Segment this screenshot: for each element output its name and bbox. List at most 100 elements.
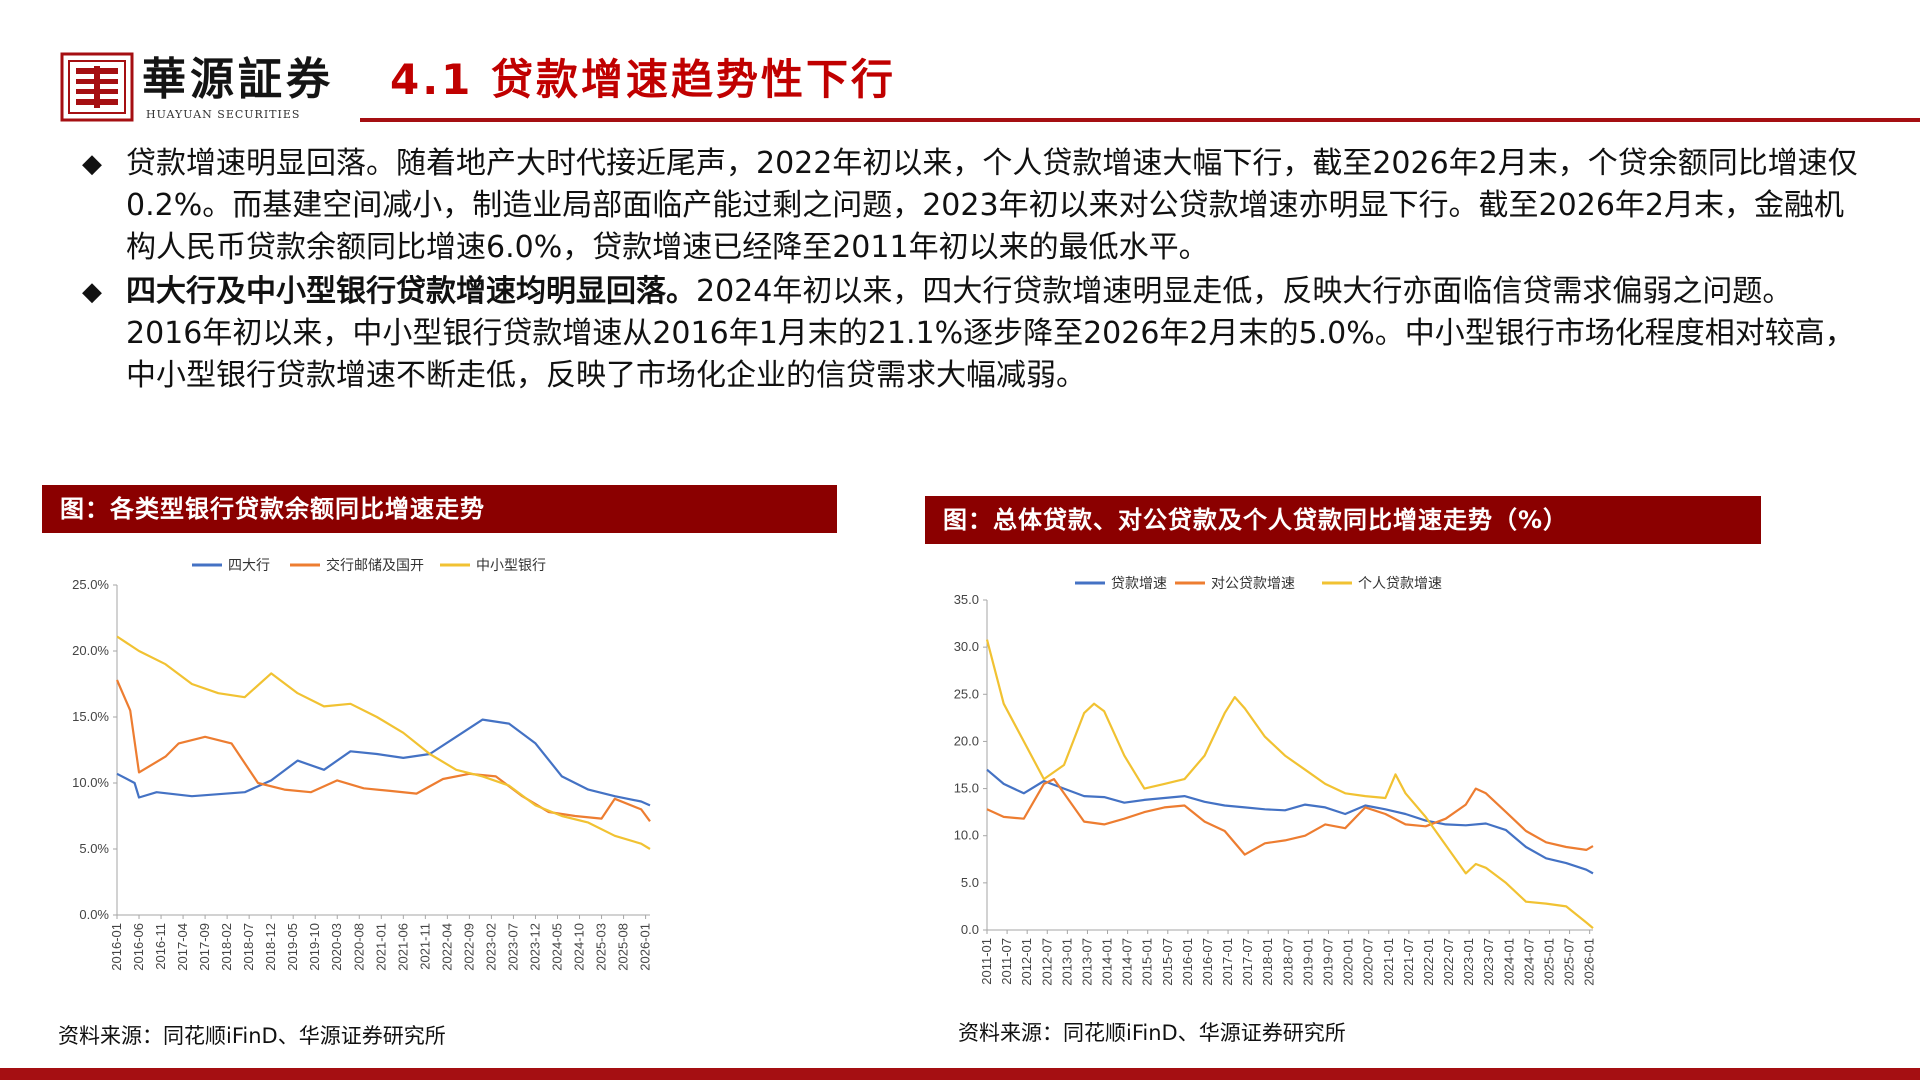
x-tick-label: 2022-07 xyxy=(1441,938,1456,986)
x-tick-label: 2020-01 xyxy=(1341,938,1356,986)
x-tick-label: 2022-04 xyxy=(439,923,454,971)
diamond-bullet-icon: ◆ xyxy=(82,277,102,307)
y-tick-label: 25.0% xyxy=(72,577,109,592)
x-tick-label: 2013-01 xyxy=(1059,938,1074,986)
y-tick-label: 10.0 xyxy=(954,828,979,843)
x-tick-label: 2018-02 xyxy=(219,923,234,971)
bullet-item-2: ◆ 四大行及中小型银行贷款增速均明显回落。2024年初以来，四大行贷款增速明显走… xyxy=(80,271,1860,397)
company-logo: 華源証券 HUAYUAN SECURITIES xyxy=(60,50,370,125)
series-line-3 xyxy=(116,635,651,850)
legend-label-3: 个人贷款增速 xyxy=(1358,576,1442,592)
bullet-1-text: 贷款增速明显回落。随着地产大时代接近尾声，2022年初以来，个人贷款增速大幅下行… xyxy=(126,146,1858,265)
x-tick-label: 2016-06 xyxy=(131,923,146,971)
y-tick-label: 25.0 xyxy=(954,686,979,701)
chart-2-source: 资料来源：同花顺iFinD、华源证券研究所 xyxy=(958,1021,1346,1045)
y-tick-label: 10.0% xyxy=(72,775,109,790)
y-tick-label: 30.0 xyxy=(954,639,979,654)
x-tick-label: 2021-06 xyxy=(395,923,410,971)
x-tick-label: 2022-01 xyxy=(1421,938,1436,986)
x-tick-label: 2012-07 xyxy=(1039,938,1054,986)
x-tick-label: 2023-01 xyxy=(1461,938,1476,986)
title-divider xyxy=(360,118,1920,122)
x-tick-label: 2023-12 xyxy=(527,923,542,971)
x-tick-label: 2011-07 xyxy=(999,938,1014,985)
x-tick-label: 2024-07 xyxy=(1521,938,1536,986)
y-tick-label: 35.0 xyxy=(954,592,979,607)
x-tick-label: 2012-01 xyxy=(1019,938,1034,986)
logo-emblem-icon xyxy=(60,52,134,122)
x-tick-label: 2022-09 xyxy=(461,923,476,971)
x-tick-label: 2018-07 xyxy=(241,923,256,971)
x-tick-label: 2023-07 xyxy=(1481,938,1496,986)
x-tick-label: 2015-01 xyxy=(1140,938,1155,986)
footer-divider xyxy=(0,1068,1920,1080)
x-tick-label: 2024-01 xyxy=(1501,938,1516,986)
bullet-2-bold: 四大行及中小型银行贷款增速均明显回落。 xyxy=(126,274,696,309)
x-tick-label: 2018-01 xyxy=(1260,938,1275,986)
x-tick-label: 2017-07 xyxy=(1240,938,1255,986)
y-tick-label: 5.0 xyxy=(961,875,979,890)
x-tick-label: 2023-07 xyxy=(505,923,520,971)
x-tick-label: 2019-05 xyxy=(285,923,300,971)
series-line-3 xyxy=(985,639,1594,929)
y-tick-label: 0.0 xyxy=(961,922,979,937)
x-tick-label: 2017-09 xyxy=(197,923,212,971)
bullet-item-1: ◆ 贷款增速明显回落。随着地产大时代接近尾声，2022年初以来，个人贷款增速大幅… xyxy=(80,143,1860,269)
y-tick-label: 20.0% xyxy=(72,643,109,658)
x-tick-label: 2020-07 xyxy=(1361,938,1376,986)
diamond-bullet-icon: ◆ xyxy=(82,149,102,179)
x-tick-label: 2021-11 xyxy=(417,923,432,970)
series-line-2 xyxy=(986,778,1594,856)
x-tick-label: 2020-08 xyxy=(351,923,366,971)
x-tick-label: 2025-03 xyxy=(594,923,609,971)
logo-chinese-name: 華源証券 xyxy=(142,54,334,105)
x-tick-label: 2015-07 xyxy=(1160,938,1175,986)
slide-title: 4.1 贷款增速趋势性下行 xyxy=(390,55,897,104)
legend-label-2: 对公贷款增速 xyxy=(1211,576,1295,592)
logo-english-name: HUAYUAN SECURITIES xyxy=(146,108,301,121)
x-tick-label: 2017-04 xyxy=(175,923,190,971)
y-tick-label: 15.0 xyxy=(954,781,979,796)
x-tick-label: 2011-01 xyxy=(979,938,994,985)
x-tick-label: 2018-12 xyxy=(263,923,278,971)
y-tick-label: 15.0% xyxy=(72,709,109,724)
x-tick-label: 2013-07 xyxy=(1079,938,1094,986)
x-tick-label: 2016-11 xyxy=(153,923,168,970)
series-line-1 xyxy=(116,718,651,807)
y-tick-label: 5.0% xyxy=(79,841,109,856)
bank-type-loan-growth-chart: 0.0% 5.0% 10.0% 15.0% 20.0% 25.0% 2016-01 2016-… xyxy=(72,557,653,971)
x-tick-label: 2024-05 xyxy=(549,923,564,971)
legend-label-3: 中小型银行 xyxy=(476,558,546,574)
bullet-list: ◆ 贷款增速明显回落。随着地产大时代接近尾声，2022年初以来，个人贷款增速大幅… xyxy=(80,143,1860,399)
legend-label-2: 交行邮储及国开 xyxy=(326,557,424,574)
legend-label-1: 四大行 xyxy=(228,558,270,574)
x-tick-label: 2021-01 xyxy=(1381,938,1396,986)
x-tick-label: 2021-01 xyxy=(373,923,388,971)
x-tick-label: 2016-01 xyxy=(109,923,124,971)
x-tick-label: 2016-07 xyxy=(1200,938,1215,986)
x-tick-label: 2019-01 xyxy=(1300,938,1315,986)
x-tick-label: 2014-01 xyxy=(1100,938,1115,986)
x-tick-label: 2016-01 xyxy=(1180,938,1195,986)
x-tick-label: 2025-08 xyxy=(616,923,631,971)
chart-1-title-bar: 图：各类型银行贷款余额同比增速走势 xyxy=(42,485,837,533)
x-tick-label: 2018-07 xyxy=(1280,938,1295,986)
x-tick-label: 2017-01 xyxy=(1220,938,1235,986)
x-tick-label: 2025-01 xyxy=(1541,938,1556,986)
series-line-2 xyxy=(115,679,651,822)
legend-label-1: 贷款增速 xyxy=(1111,576,1167,592)
y-tick-label: 0.0% xyxy=(79,907,109,922)
x-tick-label: 2023-02 xyxy=(483,923,498,971)
x-tick-label: 2019-10 xyxy=(307,923,322,971)
x-tick-label: 2025-07 xyxy=(1562,938,1577,986)
loan-growth-by-type-chart: 0.0 5.0 10.0 15.0 20.0 25.0 30.0 35.0 2011-01 201… xyxy=(954,576,1597,986)
x-tick-label: 2021-07 xyxy=(1401,938,1416,986)
x-tick-label: 2026-01 xyxy=(638,923,653,971)
chart-2-title-bar: 图：总体贷款、对公贷款及个人贷款同比增速走势（%） xyxy=(925,496,1761,544)
chart-1-source: 资料来源：同花顺iFinD、华源证券研究所 xyxy=(58,1024,446,1048)
x-tick-label: 2024-10 xyxy=(572,923,587,971)
series-line-1 xyxy=(986,768,1594,875)
x-tick-label: 2026-01 xyxy=(1582,938,1597,986)
x-tick-label: 2019-07 xyxy=(1321,938,1336,986)
bullet-2-text: 2024年初以来，四大行贷款增速明显走低，反映大行亦面临信贷需求偏弱之问题。20… xyxy=(126,274,1855,393)
